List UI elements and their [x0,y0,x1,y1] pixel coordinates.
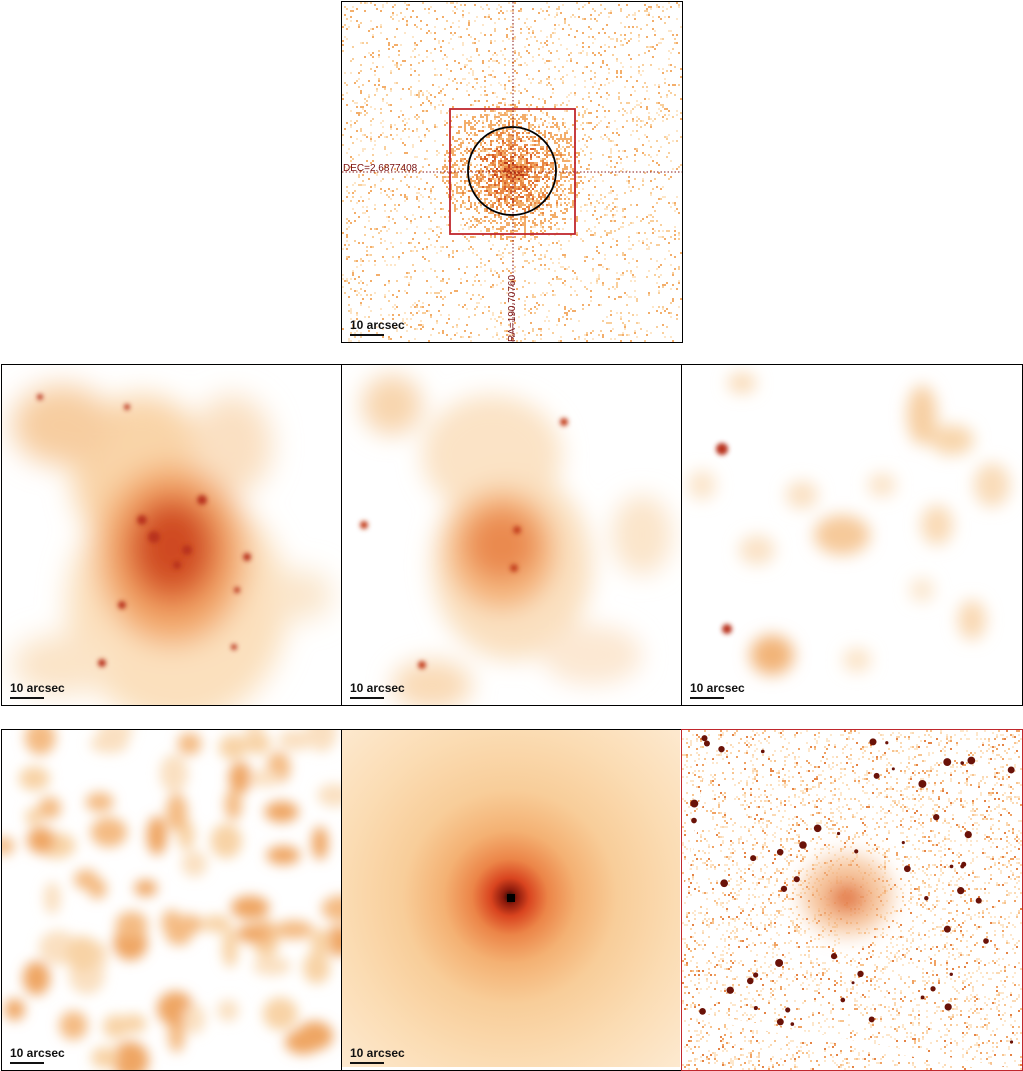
detector-edge [682,730,718,906]
scale-bar: 10 arcsec [10,1046,65,1064]
smoothed-panel-1: 10 arcsec [1,364,343,706]
region-box [449,108,576,235]
scale-bar-line [690,697,724,699]
xray-counts-panel: DEC=2.6877408 RA=190.70760 10 arcsec [341,1,683,343]
scale-bar: 10 arcsec [10,681,65,699]
scale-bar-line [350,697,384,699]
smoothed-image-2 [360,375,672,705]
xray-counts-image [342,2,682,342]
ra-label: RA=190.70760 [507,274,518,342]
smoothed-image-3 [688,373,1010,675]
smoothed-image-4 [2,730,342,1070]
scale-bar: 10 arcsec [350,681,405,699]
scale-bar: 10 arcsec [350,1046,405,1064]
region-circle [467,126,557,216]
smoothed-panel-2: 10 arcsec [341,364,683,706]
model-psf-panel: 10 arcsec [341,729,683,1071]
model-psf-image [342,730,680,1067]
scale-bar-line [350,1062,384,1064]
scale-bar-line [10,1062,44,1064]
smoothed-panel-4: 10 arcsec [1,729,343,1071]
scale-bar-line [10,697,44,699]
scale-bar: 10 arcsec [690,681,745,699]
smoothed-panel-3: 10 arcsec [681,364,1023,706]
optical-image-panel [681,729,1023,1071]
smoothed-image-1 [12,385,332,705]
detector-gap [682,1010,1022,1070]
optical-image [682,730,1022,1070]
scale-bar: 10 arcsec [350,318,405,336]
dec-label: DEC=2.6877408 [343,163,418,174]
scale-bar-line [350,334,384,336]
